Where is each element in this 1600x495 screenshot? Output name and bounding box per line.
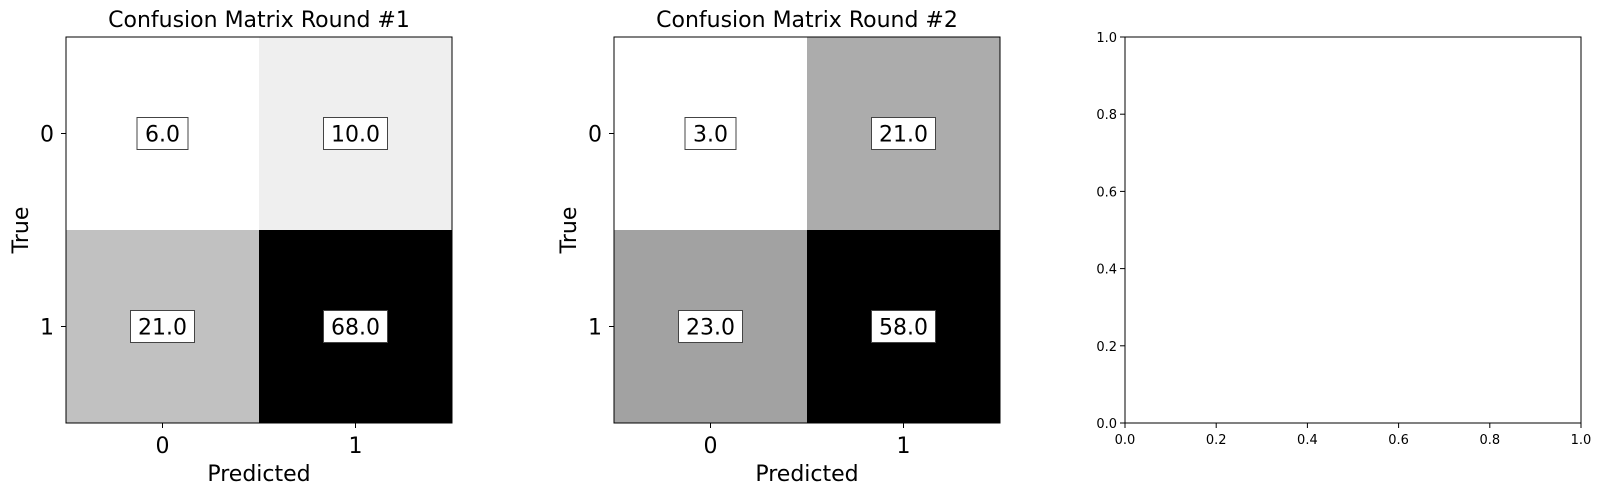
heatmap-ticks-2: 0 1 0 1 — [588, 123, 911, 460]
chart-title-2: Confusion Matrix Round #2 — [656, 8, 958, 33]
empty-axes-frame — [1124, 36, 1582, 424]
cell-value-label-0-0: 6.0 — [145, 123, 180, 148]
y-tick-label-1: 0.2 — [1096, 340, 1117, 355]
y-tick-label-3: 0.6 — [1096, 185, 1117, 200]
y-axis-label-2: True — [557, 207, 582, 255]
y-tick-label-4: 0.8 — [1096, 108, 1117, 123]
empty-axes-panel: 0.0 0.2 0.4 0.6 0.8 1.0 0.0 0.2 0.4 0.6 0.8 1.0 — [1096, 31, 1591, 448]
x-tick-label-5: 1.0 — [1571, 433, 1592, 448]
heatmap-frame-2 — [613, 36, 1001, 424]
y-tick-label-2: 0.4 — [1096, 263, 1117, 278]
cell-label-box-1-1 — [871, 310, 936, 343]
cell-label-box-0-1 — [323, 117, 388, 150]
cell-label-box-0-0 — [684, 117, 737, 150]
x-tick-label-3: 0.6 — [1388, 433, 1409, 448]
y-tick-label-1: 1 — [40, 316, 54, 341]
y-tick-label-0: 0 — [588, 123, 602, 148]
x-tick-label-4: 0.8 — [1479, 433, 1500, 448]
confusion-matrix-panel-2: 3.0 21.0 23.0 58.0 0 1 0 1 Confusion Matrix Ro… — [557, 8, 1001, 487]
x-tick-label-1: 1 — [349, 434, 363, 459]
cell-value-label-0-0: 3.0 — [693, 123, 728, 148]
cell-label-box-1-0 — [678, 310, 743, 343]
y-axis-label-1: True — [9, 207, 34, 255]
x-axis-label-2: Predicted — [755, 462, 858, 487]
y-tick-label-0: 0 — [40, 123, 54, 148]
cell-label-box-1-0 — [130, 310, 195, 343]
cell-value-label-1-0: 21.0 — [138, 316, 187, 341]
empty-axes-ticks: 0.0 0.2 0.4 0.6 0.8 1.0 0.0 0.2 0.4 0.6 0.8 1.0 — [1096, 31, 1591, 448]
x-tick-label-0: 0 — [156, 434, 170, 459]
x-tick-label-2: 0.4 — [1297, 433, 1318, 448]
x-tick-label-1: 1 — [897, 434, 911, 459]
chart-title-1: Confusion Matrix Round #1 — [108, 8, 410, 33]
y-tick-label-0: 0.0 — [1096, 417, 1117, 432]
cell-label-box-0-0 — [136, 117, 189, 150]
heatmap-cells-2: 3.0 21.0 23.0 58.0 — [614, 37, 1000, 423]
heatmap-ticks-1: 0 1 0 1 — [40, 123, 363, 460]
cell-value-label-1-1: 58.0 — [879, 316, 928, 341]
y-tick-label-1: 1 — [588, 316, 602, 341]
heatmap-cells-1: 6.0 10.0 21.0 68.0 — [66, 37, 452, 423]
x-tick-label-0: 0.0 — [1115, 433, 1136, 448]
cell-value-label-1-1: 68.0 — [331, 316, 380, 341]
y-tick-label-5: 1.0 — [1096, 31, 1117, 46]
heatmap-frame-1 — [65, 36, 453, 424]
cell-value-label-0-1: 10.0 — [331, 123, 380, 148]
cell-label-box-0-1 — [871, 117, 936, 150]
x-axis-label-1: Predicted — [207, 462, 310, 487]
x-tick-label-1: 0.2 — [1206, 433, 1227, 448]
cell-value-label-1-0: 23.0 — [686, 316, 735, 341]
confusion-matrix-panel-1: 6.0 10.0 21.0 68.0 0 1 0 1 Confusion Matrix Ro… — [9, 8, 453, 487]
cell-value-label-0-1: 21.0 — [879, 123, 928, 148]
x-tick-label-0: 0 — [704, 434, 718, 459]
cell-label-box-1-1 — [323, 310, 388, 343]
